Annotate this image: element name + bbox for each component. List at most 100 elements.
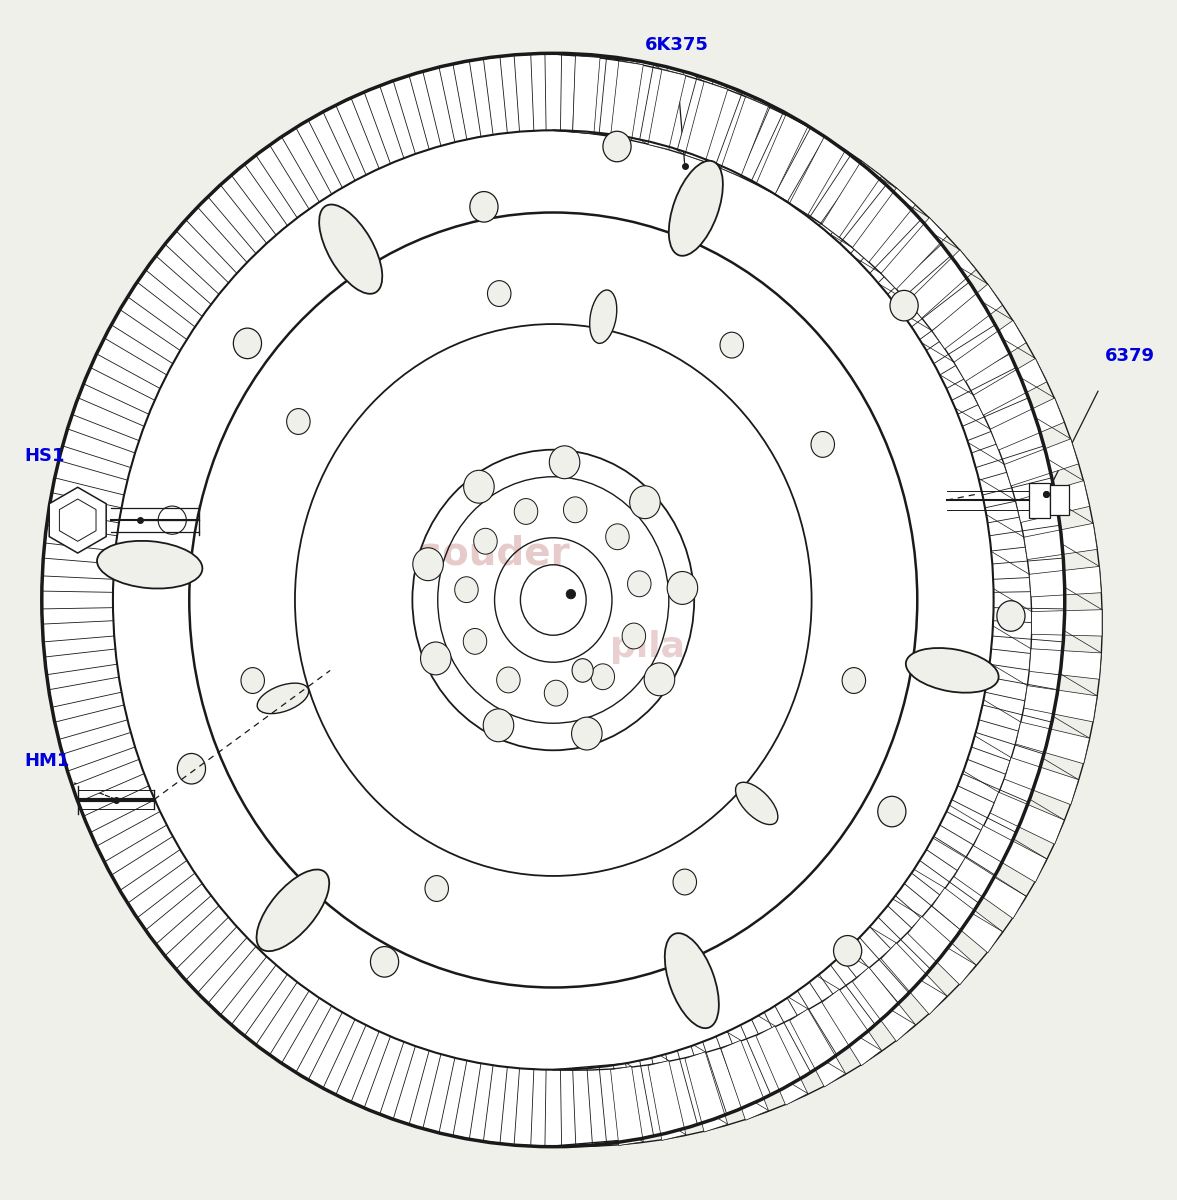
Polygon shape: [955, 320, 1026, 382]
Polygon shape: [186, 926, 247, 992]
Polygon shape: [484, 56, 507, 134]
Ellipse shape: [572, 659, 593, 682]
Ellipse shape: [233, 328, 261, 359]
Polygon shape: [911, 860, 978, 918]
Polygon shape: [1031, 610, 1102, 636]
Polygon shape: [852, 967, 916, 1042]
Polygon shape: [1024, 685, 1097, 722]
Polygon shape: [1004, 757, 1078, 805]
Polygon shape: [232, 965, 287, 1036]
Polygon shape: [1016, 481, 1090, 522]
Polygon shape: [878, 906, 942, 968]
Ellipse shape: [564, 497, 587, 523]
Polygon shape: [774, 128, 825, 202]
Polygon shape: [599, 1066, 623, 1144]
Ellipse shape: [644, 662, 674, 696]
Polygon shape: [932, 284, 1003, 349]
Polygon shape: [45, 649, 117, 674]
Ellipse shape: [591, 664, 614, 690]
Ellipse shape: [665, 934, 719, 1028]
Polygon shape: [840, 947, 898, 1014]
Ellipse shape: [464, 470, 494, 503]
Polygon shape: [453, 1061, 481, 1139]
Polygon shape: [514, 54, 534, 132]
Ellipse shape: [906, 648, 998, 692]
Text: HM1: HM1: [25, 752, 71, 770]
Polygon shape: [98, 338, 167, 389]
Polygon shape: [774, 998, 825, 1072]
Polygon shape: [308, 1013, 355, 1087]
Polygon shape: [73, 760, 144, 802]
Ellipse shape: [97, 541, 202, 588]
Polygon shape: [423, 67, 454, 146]
Polygon shape: [993, 592, 1064, 608]
Polygon shape: [42, 592, 113, 608]
Polygon shape: [722, 1040, 769, 1121]
Polygon shape: [990, 398, 1064, 450]
Polygon shape: [979, 461, 1051, 496]
Polygon shape: [907, 250, 976, 318]
Polygon shape: [573, 56, 600, 133]
Polygon shape: [790, 1009, 845, 1087]
Polygon shape: [990, 526, 1062, 551]
Ellipse shape: [287, 409, 310, 434]
Polygon shape: [1030, 566, 1102, 596]
Ellipse shape: [425, 876, 448, 901]
Polygon shape: [611, 61, 644, 140]
Polygon shape: [896, 257, 960, 317]
Polygon shape: [685, 1052, 727, 1132]
Polygon shape: [257, 145, 310, 218]
Text: souder: souder: [419, 534, 570, 572]
Polygon shape: [649, 1061, 686, 1140]
Polygon shape: [55, 704, 127, 739]
Polygon shape: [257, 982, 310, 1055]
Polygon shape: [756, 115, 807, 194]
Polygon shape: [365, 1037, 404, 1114]
Polygon shape: [282, 128, 332, 202]
Polygon shape: [146, 257, 211, 317]
Polygon shape: [727, 98, 771, 175]
Ellipse shape: [178, 754, 206, 784]
Polygon shape: [971, 430, 1043, 468]
Ellipse shape: [566, 589, 576, 599]
Polygon shape: [112, 310, 180, 364]
Polygon shape: [985, 493, 1057, 523]
Polygon shape: [611, 1067, 644, 1146]
FancyBboxPatch shape: [1050, 485, 1069, 516]
Polygon shape: [798, 145, 850, 218]
Ellipse shape: [667, 571, 698, 605]
Polygon shape: [703, 86, 743, 163]
Polygon shape: [973, 826, 1046, 882]
Ellipse shape: [630, 486, 660, 518]
Polygon shape: [545, 1069, 561, 1146]
Text: 6K375: 6K375: [645, 36, 709, 54]
Polygon shape: [722, 97, 769, 176]
Polygon shape: [186, 208, 247, 274]
Polygon shape: [128, 282, 195, 340]
Polygon shape: [208, 186, 267, 253]
Ellipse shape: [842, 667, 865, 694]
Polygon shape: [852, 188, 916, 262]
Ellipse shape: [42, 54, 1064, 1146]
Polygon shape: [882, 943, 947, 1014]
Ellipse shape: [319, 204, 383, 294]
Ellipse shape: [720, 332, 744, 358]
Ellipse shape: [627, 571, 651, 596]
Polygon shape: [790, 137, 845, 215]
Polygon shape: [84, 786, 154, 832]
Polygon shape: [859, 208, 920, 274]
Polygon shape: [112, 836, 180, 890]
Polygon shape: [727, 1025, 771, 1102]
Polygon shape: [73, 398, 144, 440]
Polygon shape: [926, 310, 995, 364]
Polygon shape: [882, 217, 947, 289]
Polygon shape: [703, 1037, 743, 1114]
Polygon shape: [907, 917, 976, 985]
Polygon shape: [59, 499, 97, 541]
Polygon shape: [932, 888, 1003, 953]
Polygon shape: [652, 67, 684, 146]
Polygon shape: [819, 965, 875, 1036]
Polygon shape: [1004, 439, 1078, 486]
Polygon shape: [756, 1026, 807, 1105]
Polygon shape: [44, 620, 114, 642]
